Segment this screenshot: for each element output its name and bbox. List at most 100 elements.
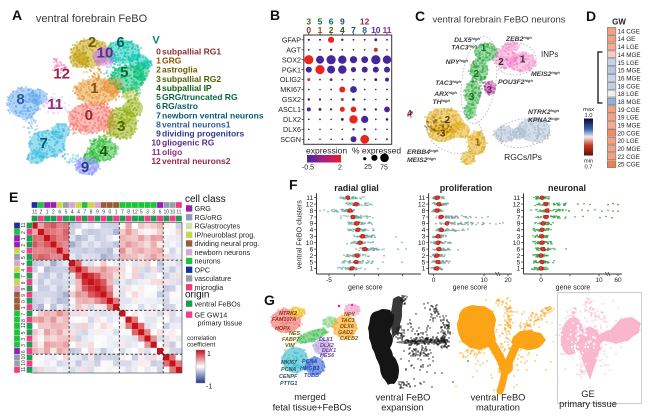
svg-text:ASCL1: ASCL1	[278, 105, 301, 114]
svg-text:proliferation: proliferation	[440, 183, 493, 193]
svg-text:% expressed: % expressed	[352, 146, 401, 156]
svg-text:SCGN: SCGN	[280, 135, 301, 144]
svg-text:7: 7	[21, 313, 27, 316]
svg-text:12: 12	[53, 66, 70, 83]
svg-text:0: 0	[432, 277, 436, 284]
svg-text:25 CGE: 25 CGE	[618, 162, 640, 169]
svg-text:radial glial: radial glial	[334, 183, 379, 193]
svg-text:INPs: INPs	[541, 50, 558, 59]
svg-text:2: 2	[445, 115, 451, 126]
svg-text:2: 2	[21, 231, 27, 234]
svg-text:SOX2: SOX2	[282, 55, 301, 64]
svg-text:neurons: neurons	[195, 257, 221, 266]
svg-text:G: G	[264, 292, 275, 308]
svg-text:4: 4	[71, 210, 74, 216]
svg-text:11: 11	[176, 210, 181, 216]
svg-text:7: 7	[40, 135, 48, 152]
svg-text:gene score: gene score	[453, 285, 488, 292]
svg-text:7: 7	[83, 210, 86, 216]
svg-text:10: 10	[21, 360, 27, 366]
svg-text:10: 10	[164, 210, 170, 216]
svg-text:7: 7	[121, 210, 124, 216]
svg-text:9: 9	[21, 294, 27, 297]
svg-text:ventral forebrain FeBO: ventral forebrain FeBO	[36, 13, 148, 25]
svg-text:10: 10	[480, 277, 488, 284]
svg-text:11: 11	[47, 96, 63, 113]
svg-text:E: E	[9, 189, 18, 205]
svg-text:dividing neural prog.: dividing neural prog.	[195, 239, 260, 248]
svg-text:GW: GW	[612, 18, 626, 27]
svg-text:1: 1	[21, 306, 27, 309]
svg-text:D: D	[586, 8, 596, 24]
svg-text:0: 0	[539, 277, 543, 284]
svg-text:1: 1	[475, 138, 481, 149]
svg-text:5: 5	[140, 210, 143, 216]
svg-text:8: 8	[21, 319, 27, 322]
svg-text:1: 1	[422, 266, 426, 273]
svg-text:5: 5	[21, 256, 27, 259]
svg-text:0: 0	[85, 107, 93, 124]
svg-text:GFAP: GFAP	[282, 35, 301, 44]
svg-text:ventral FeBO clusters: ventral FeBO clusters	[295, 200, 304, 270]
svg-text:3: 3	[152, 210, 155, 216]
svg-text:A: A	[12, 7, 22, 23]
svg-text:9: 9	[102, 210, 105, 216]
svg-text:coefficient: coefficient	[187, 342, 215, 349]
svg-text:vasculature: vasculature	[195, 274, 232, 283]
svg-text:-5: -5	[326, 277, 332, 284]
svg-text:18 LGE: 18 LGE	[618, 91, 639, 98]
svg-text:3: 3	[487, 85, 493, 96]
svg-text:12: 12	[132, 210, 138, 216]
svg-text:6: 6	[21, 350, 27, 353]
svg-text:1: 1	[21, 237, 27, 240]
svg-text:AGT: AGT	[286, 45, 301, 54]
svg-text:4: 4	[21, 262, 27, 265]
svg-text:C: C	[415, 8, 425, 24]
svg-text:4: 4	[407, 109, 412, 118]
svg-text:primary tissue: primary tissue	[198, 318, 243, 327]
svg-text:16 MGE: 16 MGE	[618, 75, 641, 82]
svg-text:4: 4	[77, 210, 80, 216]
svg-text:2: 2	[40, 210, 43, 216]
svg-text:15 LGE: 15 LGE	[618, 60, 639, 67]
svg-text:2: 2	[338, 165, 342, 172]
svg-text:1: 1	[207, 351, 211, 358]
svg-text:19 LGE: 19 LGE	[618, 115, 639, 122]
svg-text:RG/astrocytes: RG/astrocytes	[195, 222, 241, 231]
svg-text:RG/oRG: RG/oRG	[195, 213, 223, 222]
svg-text:2: 2	[88, 34, 96, 51]
svg-text:1: 1	[310, 266, 314, 273]
svg-text:GSX2: GSX2	[282, 95, 301, 104]
svg-text:20: 20	[504, 277, 512, 284]
svg-text:7: 7	[21, 275, 27, 278]
svg-text:12: 12	[21, 322, 27, 328]
svg-text:20 LGE: 20 LGE	[618, 138, 639, 145]
svg-text:10: 10	[595, 277, 603, 284]
svg-text:20 MGE: 20 MGE	[618, 146, 641, 153]
svg-text:ventral neurons2: ventral neurons2	[162, 156, 231, 166]
svg-text:22 CGE: 22 CGE	[618, 154, 640, 161]
svg-text:15 MGE: 15 MGE	[618, 68, 641, 75]
svg-text:1: 1	[90, 80, 98, 97]
svg-text:IP/neuroblast prog.: IP/neuroblast prog.	[195, 230, 256, 239]
svg-text:3: 3	[117, 118, 125, 135]
svg-text:1: 1	[517, 266, 521, 273]
svg-text:2: 2	[474, 69, 480, 80]
svg-text:9: 9	[81, 159, 89, 176]
svg-text:DLX6: DLX6	[283, 125, 301, 134]
svg-text:18 CGE: 18 CGE	[618, 83, 640, 90]
svg-text:6: 6	[159, 210, 162, 216]
svg-text:2: 2	[52, 210, 55, 216]
svg-text:6: 6	[58, 210, 61, 216]
svg-text:gene score: gene score	[556, 285, 591, 292]
svg-text:19 CGE: 19 CGE	[618, 107, 640, 114]
svg-text:5: 5	[120, 64, 128, 81]
svg-text:8: 8	[16, 91, 24, 108]
svg-text:F: F	[289, 177, 298, 193]
svg-text:19 MGE: 19 MGE	[618, 122, 641, 129]
svg-text:-1: -1	[206, 384, 212, 391]
svg-text:10: 10	[170, 210, 176, 216]
svg-text:expression: expression	[306, 146, 347, 156]
svg-text:ventral forebrain FeBO neurons: ventral forebrain FeBO neurons	[432, 15, 565, 26]
svg-text:neuronal: neuronal	[548, 183, 586, 193]
